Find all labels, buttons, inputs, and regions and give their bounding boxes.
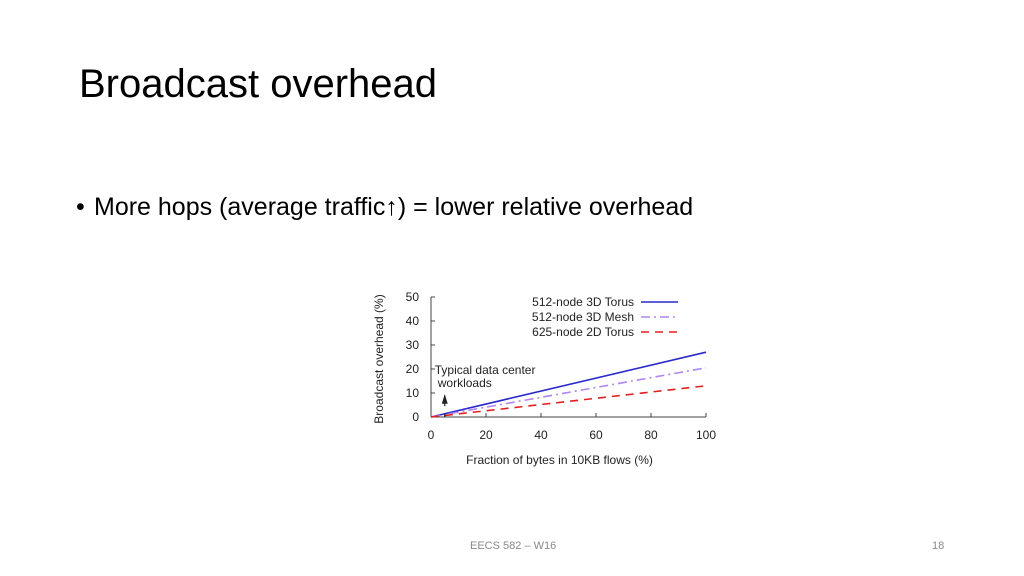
series-line: [430, 351, 707, 418]
y-tick-label: 10: [406, 386, 420, 400]
annotation-arrow-head: [441, 394, 448, 404]
series-line: [430, 385, 707, 418]
y-tick-label: 0: [412, 410, 419, 424]
x-tick-label: 40: [534, 428, 548, 442]
bullet-text: More hops (average traffic↑) = lower rel…: [94, 193, 694, 221]
series-line: [430, 367, 707, 418]
slide-title: Broadcast overhead: [79, 62, 438, 106]
x-tick-label: 60: [589, 428, 603, 442]
x-tick-label: 80: [644, 428, 658, 442]
x-tick-label: 100: [696, 428, 716, 442]
broadcast-overhead-chart: 0 10 20 30 40 50 0 20 40 60 80 100 Fraction of bytes…: [372, 290, 716, 467]
legend-label: 625-node 2D Torus: [532, 325, 634, 339]
legend-label: 512-node 3D Mesh: [532, 310, 634, 324]
x-tick-label: 0: [428, 428, 435, 442]
y-tick-label: 20: [406, 362, 420, 376]
y-tick-label: 50: [406, 290, 420, 304]
y-tick-label: 30: [406, 338, 420, 352]
y-tick-label: 40: [406, 314, 420, 328]
y-axis-label: Broadcast overhead (%): [372, 294, 386, 423]
x-tick-label: 20: [479, 428, 493, 442]
bullet-point: • More hops (average traffic↑) = lower re…: [76, 190, 693, 224]
legend-label: 512-node 3D Torus: [532, 295, 634, 309]
annotation-label: Typical data center: [435, 363, 536, 377]
footer-course: EECS 582 – W16: [470, 540, 557, 552]
x-axis-label: Fraction of bytes in 10KB flows (%): [466, 453, 653, 467]
page-number: 18: [932, 540, 945, 552]
bullet-dot-icon: •: [76, 193, 85, 221]
annotation-label: workloads: [437, 376, 492, 390]
